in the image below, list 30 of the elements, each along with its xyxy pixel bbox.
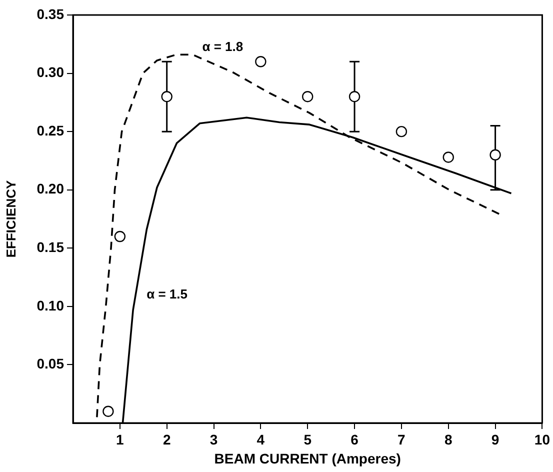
point	[348, 91, 360, 102]
x-tick-label: 9	[491, 431, 500, 448]
y-tick-label: 0.30	[36, 64, 64, 80]
x-tick-label: 2	[162, 431, 171, 448]
x-tick-label: 5	[304, 431, 312, 448]
point	[161, 91, 172, 102]
x-tick-label: 7	[398, 431, 406, 448]
series-label: α = 1.8	[202, 39, 244, 54]
y-tick-label: 0.35	[36, 6, 64, 22]
series-label: α = 1.5	[146, 286, 188, 302]
x-tick-label: 1	[116, 431, 124, 448]
x-tick-label: 3	[210, 431, 218, 448]
point	[255, 56, 266, 68]
point	[396, 126, 408, 138]
x-tick-label: 6	[350, 431, 359, 448]
point	[302, 91, 314, 102]
y-tick-label: 0.05	[36, 356, 64, 372]
point	[102, 406, 114, 417]
x-tick-label: 8	[444, 431, 452, 448]
y-tick-label: 0.20	[36, 180, 64, 197]
y-axis-title: EFFICIENCY	[3, 180, 18, 258]
x-tick-label: 4	[256, 431, 265, 448]
point	[114, 230, 126, 242]
x-tick-label: 10	[534, 431, 550, 448]
y-tick-label: 0.25	[36, 122, 64, 138]
x-axis-title: BEAM CURRENT (Amperes)	[214, 450, 401, 466]
point	[442, 152, 454, 163]
y-tick-label: 0.15	[36, 239, 64, 255]
y-tick-label: 0.10	[36, 297, 64, 314]
point	[490, 149, 501, 160]
